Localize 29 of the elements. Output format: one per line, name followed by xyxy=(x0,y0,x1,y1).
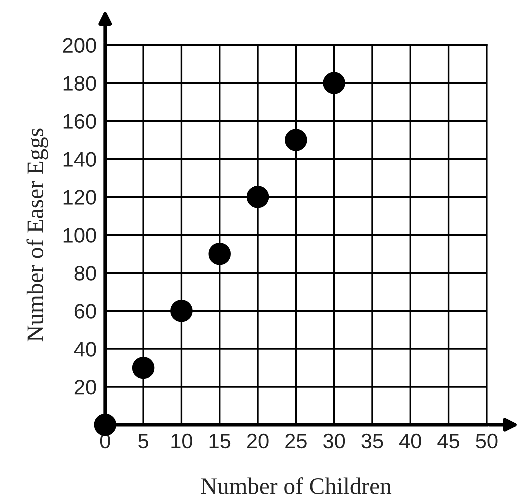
x-tick-label: 30 xyxy=(324,434,346,449)
y-tick-label: 20 xyxy=(74,380,96,395)
point xyxy=(132,356,155,380)
x-axis-title: Number of Children xyxy=(201,478,392,494)
y-tick-label: 160 xyxy=(64,114,96,129)
y-tick-label: 60 xyxy=(74,304,96,319)
y-axis-title: Number of Easer Eggs xyxy=(26,128,48,342)
point xyxy=(323,72,346,94)
point xyxy=(170,300,193,322)
x-tick-label: 25 xyxy=(286,434,307,449)
x-tick-label: 35 xyxy=(362,434,384,449)
point xyxy=(285,129,308,152)
y-tick-label: 100 xyxy=(64,228,96,243)
x-tick-label: 10 xyxy=(172,434,192,449)
y-tick-label: 80 xyxy=(74,266,96,281)
y-tick-label: 140 xyxy=(64,152,96,167)
y-tick-label: 40 xyxy=(74,342,96,357)
x-tick-label: 5 xyxy=(138,434,148,449)
point xyxy=(94,414,117,436)
y-tick-label: 120 xyxy=(64,190,96,205)
x-tick-label: 40 xyxy=(400,434,422,449)
y-tick-label: 180 xyxy=(64,76,96,91)
x-tick-label: 20 xyxy=(247,434,269,449)
y-tick-label: 200 xyxy=(63,38,96,54)
point xyxy=(208,243,231,266)
x-tick-label: 45 xyxy=(438,434,460,449)
x-tick-label: 15 xyxy=(210,434,231,449)
point xyxy=(246,186,270,208)
x-tick-label: 50 xyxy=(476,434,498,449)
